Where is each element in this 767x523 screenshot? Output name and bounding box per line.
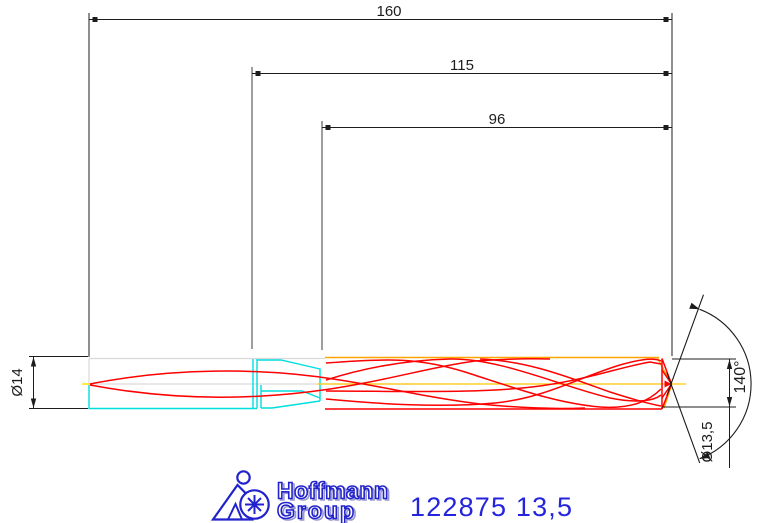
part-number-label: 122875 13,5 bbox=[410, 492, 572, 522]
dimension-160-label: 160 bbox=[376, 3, 401, 20]
hoffmann-group-logo: Hoffmann Hoffmann Group Group bbox=[210, 470, 391, 523]
logo-text-top-shadow: Hoffmann bbox=[279, 479, 389, 505]
dimension-115: 115 bbox=[251, 57, 672, 349]
dimension-drill-diameter-label: Ø13,5 bbox=[699, 422, 716, 463]
dimension-shank-diameter-label: Ø14 bbox=[9, 368, 26, 396]
dimension-point-angle: 140° bbox=[666, 294, 752, 464]
dimension-shank-diameter: Ø14 bbox=[9, 356, 88, 409]
logo-text-bottom-shadow: Group bbox=[279, 499, 356, 523]
logo-text-bottom: Group bbox=[277, 498, 354, 523]
hoffmann-figure-wheel-icon bbox=[210, 470, 270, 521]
dimension-96-label: 96 bbox=[489, 111, 506, 128]
dimension-160: 160 bbox=[88, 3, 673, 357]
dimension-115-label: 115 bbox=[450, 57, 474, 74]
drill-shank-cyan bbox=[88, 359, 321, 410]
drill-flutes-red bbox=[89, 357, 673, 410]
dimension-96: 96 bbox=[321, 111, 672, 350]
logo-text-top: Hoffmann bbox=[277, 478, 387, 504]
dimension-point-angle-label: 140° bbox=[732, 360, 749, 393]
dimension-drill-diameter: Ø13,5 bbox=[662, 358, 736, 468]
